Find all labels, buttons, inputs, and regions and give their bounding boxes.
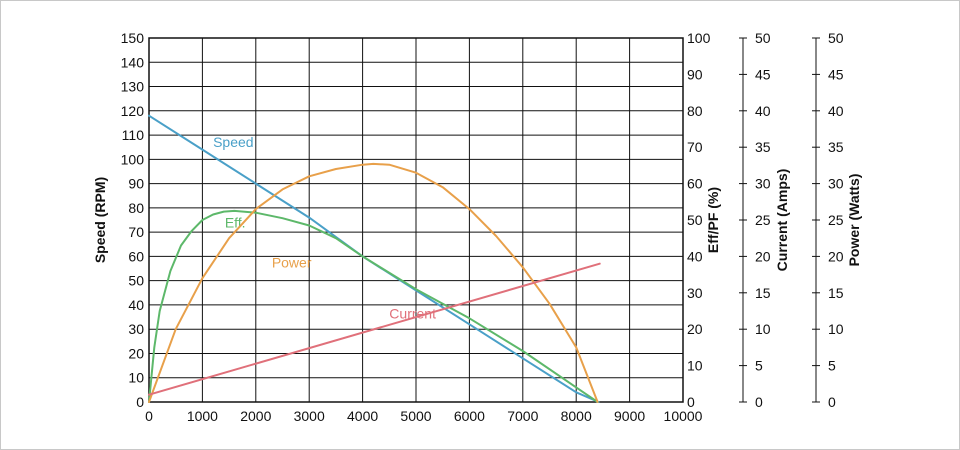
x-tick-label: 1000 xyxy=(187,408,218,424)
speed-tick-label: 150 xyxy=(121,30,145,46)
eff-tick-label: 100 xyxy=(687,30,711,46)
eff-tick-label: 90 xyxy=(687,66,703,82)
speed-tick-label: 90 xyxy=(128,176,144,192)
series-label-current: Current xyxy=(389,305,436,321)
power-tick-label: 35 xyxy=(828,139,844,155)
current-tick-label: 15 xyxy=(755,285,771,301)
speed-tick-label: 0 xyxy=(136,394,144,410)
eff-tick-label: 0 xyxy=(687,394,695,410)
speed-tick-label: 60 xyxy=(128,248,144,264)
current-axis-title: Current (Amps) xyxy=(774,169,790,272)
power-tick-label: 5 xyxy=(828,358,836,374)
x-tick-label: 3000 xyxy=(294,408,325,424)
power-tick-label: 25 xyxy=(828,212,844,228)
eff-tick-label: 70 xyxy=(687,139,703,155)
speed-tick-label: 140 xyxy=(121,54,145,70)
power-tick-label: 45 xyxy=(828,66,844,82)
eff-pf-axis-title: Eff/PF (%) xyxy=(705,187,721,253)
power-tick-label: 40 xyxy=(828,103,844,119)
x-tick-label: 8000 xyxy=(561,408,592,424)
current-tick-label: 25 xyxy=(755,212,771,228)
eff-tick-label: 20 xyxy=(687,321,703,337)
power-axis-title: Power (Watts) xyxy=(846,174,862,267)
speed-tick-label: 30 xyxy=(128,321,144,337)
power-tick-label: 0 xyxy=(828,394,836,410)
x-tick-label: 6000 xyxy=(454,408,485,424)
power-tick-label: 30 xyxy=(828,176,844,192)
speed-tick-label: 70 xyxy=(128,224,144,240)
x-tick-label: 0 xyxy=(145,408,153,424)
x-tick-label: 10000 xyxy=(664,408,703,424)
power-tick-label: 10 xyxy=(828,321,844,337)
speed-tick-label: 10 xyxy=(128,370,144,386)
eff-tick-label: 10 xyxy=(687,358,703,374)
speed-tick-label: 100 xyxy=(121,151,145,167)
speed-axis-title: Speed (RPM) xyxy=(92,177,108,263)
plot-border xyxy=(148,37,684,403)
series-line-current xyxy=(148,262,601,396)
current-tick-label: 40 xyxy=(755,103,771,119)
x-tick-label: 7000 xyxy=(507,408,538,424)
power-tick-label: 50 xyxy=(828,30,844,46)
series-line-eff-pf xyxy=(148,209,599,403)
eff-tick-label: 40 xyxy=(687,248,703,264)
speed-tick-label: 120 xyxy=(121,103,145,119)
speed-tick-label: 130 xyxy=(121,79,145,95)
eff-tick-label: 60 xyxy=(687,176,703,192)
speed-tick-label: 110 xyxy=(122,127,145,143)
current-tick-label: 30 xyxy=(755,176,771,192)
current-tick-label: 10 xyxy=(755,321,771,337)
speed-tick-label: 40 xyxy=(128,297,144,313)
current-tick-label: 45 xyxy=(755,66,771,82)
current-tick-label: 5 xyxy=(755,358,763,374)
speed-tick-label: 50 xyxy=(128,273,144,289)
power-tick-label: 20 xyxy=(828,248,844,264)
speed-tick-label: 80 xyxy=(128,200,144,216)
current-tick-label: 50 xyxy=(755,30,771,46)
x-tick-label: 2000 xyxy=(240,408,271,424)
series-line-power xyxy=(148,162,599,403)
eff-tick-label: 50 xyxy=(687,212,703,228)
x-tick-label: 9000 xyxy=(614,408,645,424)
speed-tick-label: 20 xyxy=(128,345,144,361)
current-tick-label: 35 xyxy=(755,139,771,155)
eff-tick-label: 80 xyxy=(687,103,703,119)
x-tick-label: 4000 xyxy=(347,408,378,424)
series-label-power: Power xyxy=(272,254,312,270)
current-tick-label: 0 xyxy=(755,394,763,410)
eff-tick-label: 30 xyxy=(687,285,703,301)
series-label-speed: Speed xyxy=(213,134,253,150)
x-tick-label: 5000 xyxy=(400,408,431,424)
current-tick-label: 20 xyxy=(755,248,771,264)
power-tick-label: 15 xyxy=(828,285,844,301)
